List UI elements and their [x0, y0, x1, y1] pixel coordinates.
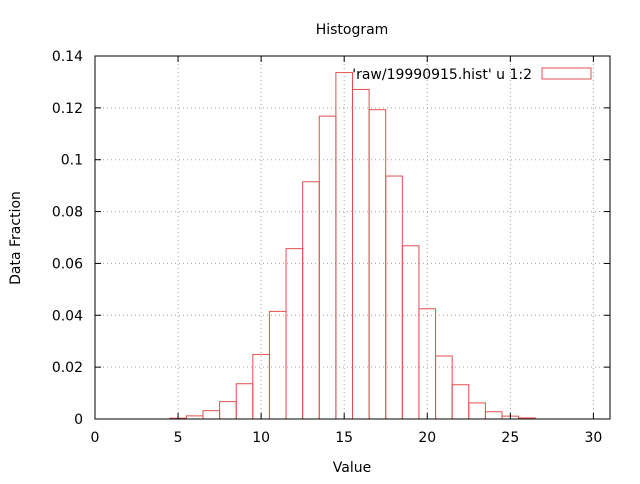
histogram-bar — [401, 245, 420, 420]
grid-layer — [95, 55, 610, 419]
x-tick-label: 10 — [252, 430, 270, 446]
histogram-bar — [368, 109, 387, 420]
x-tick-label: 20 — [418, 430, 436, 446]
histogram-bar — [202, 410, 221, 420]
histogram-bar — [285, 248, 304, 420]
histogram-bar — [418, 308, 437, 420]
y-tick-label: 0.12 — [52, 101, 83, 117]
plot-area-border — [94, 55, 611, 420]
x-tick-label: 5 — [174, 430, 183, 446]
histogram-bar — [352, 88, 370, 420]
tick-label-layer: 0 5 10 15 20 25 30 0 0.02 0.04 0.06 0.08 0.1 0.12 0.14 — [52, 49, 602, 446]
histogram-bar — [435, 355, 453, 420]
legend: 'raw/19990915.hist' u 1:2 — [352, 67, 592, 83]
chart-title: Histogram — [316, 22, 389, 38]
x-tick-label: 0 — [91, 430, 100, 446]
y-tick-label: 0.06 — [52, 256, 83, 272]
y-tick-label: 0.14 — [52, 49, 83, 65]
histogram-bar — [451, 384, 470, 420]
x-tick-label: 25 — [501, 430, 519, 446]
histogram-bar — [385, 175, 403, 420]
histogram-bar — [302, 181, 320, 420]
x-axis-title: Value — [333, 460, 371, 476]
histogram-bar — [318, 115, 337, 420]
y-tick-label: 0.08 — [52, 205, 83, 221]
histogram-bar — [219, 401, 237, 420]
legend-label: 'raw/19990915.hist' u 1:2 — [352, 67, 532, 83]
y-axis-title: Data Fraction — [8, 191, 24, 285]
y-tick-label: 0 — [74, 412, 83, 428]
x-tick-label: 30 — [584, 430, 602, 446]
histogram-bar — [484, 411, 503, 420]
y-tick-label: 0.04 — [52, 308, 83, 324]
y-tick-label: 0.1 — [61, 153, 83, 169]
bar-layer — [169, 72, 536, 420]
x-tick-label: 15 — [335, 430, 353, 446]
tick-layer — [94, 55, 610, 420]
histogram-bar — [268, 310, 287, 420]
legend-swatch — [541, 67, 592, 80]
histogram-bar — [468, 402, 486, 420]
histogram-bar — [235, 383, 254, 420]
y-tick-label: 0.02 — [52, 360, 83, 376]
